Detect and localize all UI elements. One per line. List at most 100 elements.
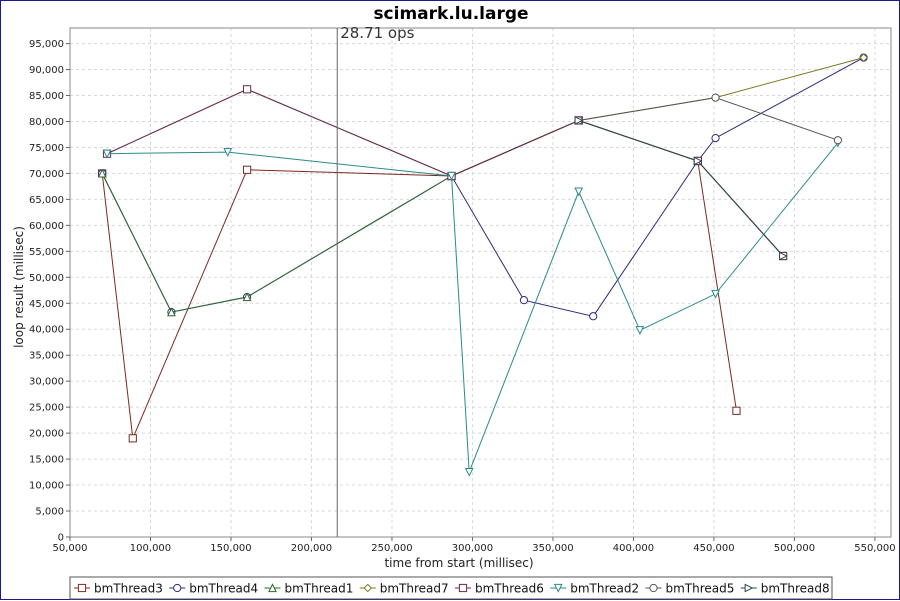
y-tick-label: 55,000 xyxy=(29,247,64,258)
data-point-bmThread8 xyxy=(779,251,788,261)
y-tick-label: 40,000 xyxy=(29,325,64,336)
legend-label: bmThread2 xyxy=(570,582,639,596)
legend-label: bmThread5 xyxy=(666,582,735,596)
series-line-bmThread2 xyxy=(106,142,839,473)
series-line-bmThread6 xyxy=(106,88,784,257)
data-point-bmThread8 xyxy=(574,116,584,125)
data-point-bmThread4 xyxy=(589,312,598,321)
data-point-bmThread3 xyxy=(732,406,741,415)
legend-item-bmThread2: bmThread2 xyxy=(550,582,639,596)
axis-ticks: 50,000 100,000 150,000 200,000 250,000 300,00… xyxy=(29,39,896,554)
data-point-bmThread1 xyxy=(97,168,107,178)
series-line-bmThread7 xyxy=(106,57,864,177)
data-point-bmThread8 xyxy=(693,156,703,166)
legend-label: bmThread1 xyxy=(285,582,354,596)
data-point-bmThread2 xyxy=(447,171,456,181)
x-tick-label: 450,000 xyxy=(693,543,734,554)
series-bmThread5 xyxy=(574,93,842,145)
legend-label: bmThread6 xyxy=(475,582,544,596)
legend-item-bmThread6: bmThread6 xyxy=(455,582,544,596)
y-tick-label: 70,000 xyxy=(29,169,64,180)
y-tick-label: 60,000 xyxy=(29,221,64,232)
x-tick-label: 100,000 xyxy=(130,543,171,554)
legend-label: bmThread3 xyxy=(94,582,163,596)
legend-label: bmThread8 xyxy=(761,582,830,596)
data-point-bmThread3 xyxy=(242,165,252,174)
legend-marker xyxy=(77,583,87,593)
data-point-bmThread5 xyxy=(711,93,720,102)
series-bmThread8 xyxy=(574,116,788,261)
y-tick-label: 20,000 xyxy=(29,429,64,440)
data-point-bmThread7 xyxy=(859,53,868,62)
data-point-bmThread1 xyxy=(242,292,252,302)
series-bmThread4 xyxy=(98,53,868,321)
legend-marker xyxy=(363,583,373,593)
y-tick-label: 10,000 xyxy=(29,481,64,492)
x-tick-label: 550,000 xyxy=(854,543,895,554)
legend-item-bmThread4: bmThread4 xyxy=(169,582,258,596)
legend-item-bmThread1: bmThread1 xyxy=(264,582,354,596)
y-tick-label: 85,000 xyxy=(29,91,64,102)
series-line-bmThread1 xyxy=(101,119,784,313)
y-tick-label: 30,000 xyxy=(29,377,64,388)
chart-title: scimark.lu.large xyxy=(373,4,528,24)
y-tick-label: 45,000 xyxy=(29,299,64,310)
x-tick-label: 50,000 xyxy=(53,543,88,554)
x-axis-title: time from start (millisec) xyxy=(384,556,533,570)
x-tick-label: 500,000 xyxy=(774,543,815,554)
x-tick-label: 300,000 xyxy=(452,543,493,554)
y-tick-label: 65,000 xyxy=(29,195,64,206)
y-tick-label: 5,000 xyxy=(35,507,64,518)
data-point-bmThread4 xyxy=(711,134,720,143)
series-line-bmThread8 xyxy=(578,120,784,257)
data-point-bmThread2 xyxy=(711,289,720,299)
y-tick-label: 90,000 xyxy=(29,65,64,76)
legend-marker xyxy=(173,583,182,593)
legend-marker xyxy=(268,583,277,593)
y-tick-label: 80,000 xyxy=(29,117,64,128)
plot-area xyxy=(69,27,892,538)
legend-marker xyxy=(553,583,563,593)
marker-label: 28.71 ops xyxy=(340,24,414,42)
data-point-bmThread2 xyxy=(574,187,584,197)
x-tick-label: 150,000 xyxy=(210,543,251,554)
legend-item-bmThread3: bmThread3 xyxy=(74,582,163,596)
x-tick-label: 350,000 xyxy=(532,543,573,554)
y-axis-title: loop result (millisec) xyxy=(12,226,26,348)
data-point-bmThread2 xyxy=(464,467,474,477)
y-tick-label: 25,000 xyxy=(29,403,64,414)
legend-label: bmThread4 xyxy=(189,582,258,596)
y-tick-label: 35,000 xyxy=(29,351,64,362)
y-tick-label: 75,000 xyxy=(29,143,64,154)
series-bmThread1 xyxy=(97,115,788,317)
x-tick-label: 400,000 xyxy=(613,543,654,554)
legend-label: bmThread7 xyxy=(380,582,449,596)
legend-marker xyxy=(649,583,658,593)
legend-item-bmThread8: bmThread8 xyxy=(740,582,830,596)
series-bmThread3 xyxy=(98,116,741,443)
y-tick-label: 50,000 xyxy=(29,273,64,284)
grid-lines xyxy=(69,28,891,538)
legend-marker xyxy=(458,583,468,593)
data-point-bmThread5 xyxy=(833,136,842,145)
y-tick-label: 0 xyxy=(58,533,64,544)
annotation-marker: 28.71 ops xyxy=(336,24,415,537)
legend-item-bmThread7: bmThread7 xyxy=(359,582,449,596)
data-point-bmThread3 xyxy=(128,434,137,443)
legend-box xyxy=(69,576,833,600)
y-tick-label: 15,000 xyxy=(29,455,64,466)
data-point-bmThread2 xyxy=(102,149,112,159)
legend: bmThread3 bmThread4 bmThread1 bmThread7 bmTh… xyxy=(69,576,833,600)
data-point-bmThread2 xyxy=(223,148,233,157)
series-line-bmThread3 xyxy=(101,119,737,441)
legend-item-bmThread5: bmThread5 xyxy=(645,582,735,596)
x-tick-label: 250,000 xyxy=(371,543,412,554)
data-point-bmThread6 xyxy=(242,85,252,94)
legend-marker xyxy=(744,583,754,593)
x-tick-label: 200,000 xyxy=(291,543,332,554)
series-bmThread6 xyxy=(102,85,788,261)
y-tick-label: 95,000 xyxy=(29,39,64,50)
data-point-bmThread4 xyxy=(519,296,529,305)
